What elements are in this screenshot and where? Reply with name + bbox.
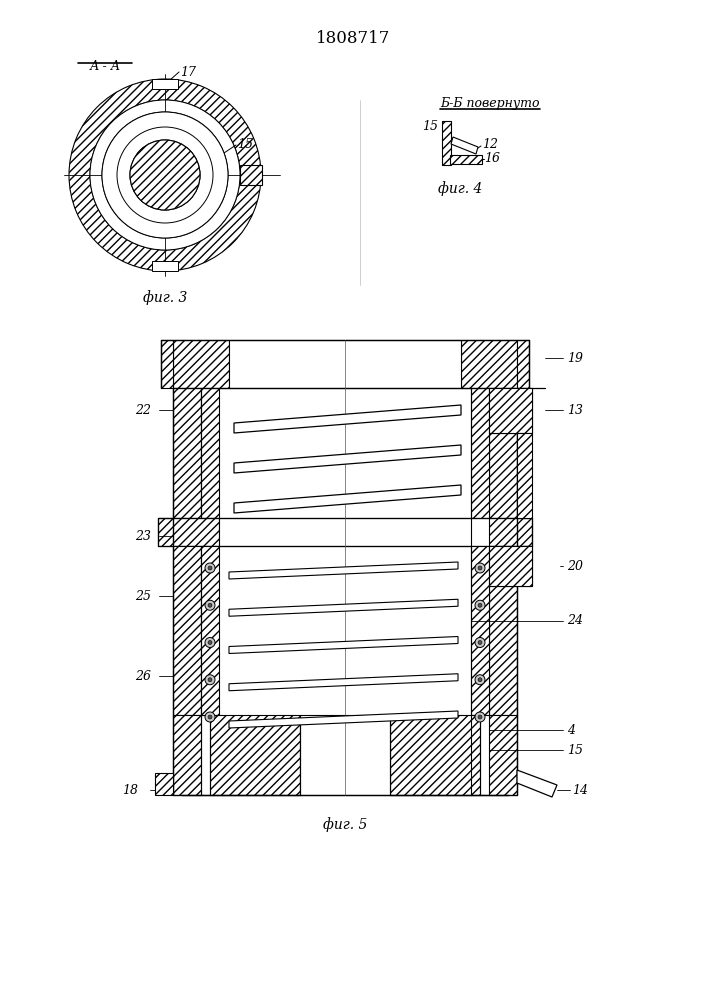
Circle shape bbox=[478, 715, 482, 719]
Text: А - А: А - А bbox=[89, 60, 121, 74]
Bar bbox=[161, 340, 173, 388]
Text: 26: 26 bbox=[135, 670, 151, 682]
Circle shape bbox=[475, 712, 485, 722]
Bar bbox=[442, 121, 451, 165]
Circle shape bbox=[205, 563, 215, 573]
Circle shape bbox=[208, 566, 212, 570]
Bar bbox=[517, 340, 529, 388]
Text: 24: 24 bbox=[567, 614, 583, 628]
Circle shape bbox=[102, 112, 228, 238]
Circle shape bbox=[478, 566, 482, 570]
Circle shape bbox=[475, 675, 485, 685]
Polygon shape bbox=[229, 599, 458, 616]
Bar bbox=[489, 388, 532, 433]
Circle shape bbox=[208, 715, 212, 719]
Circle shape bbox=[478, 678, 482, 682]
Bar bbox=[461, 340, 517, 388]
Circle shape bbox=[208, 641, 212, 645]
Bar bbox=[210, 715, 300, 795]
Text: 25: 25 bbox=[135, 589, 151, 602]
Text: 4: 4 bbox=[567, 724, 575, 736]
Polygon shape bbox=[229, 711, 458, 728]
Bar bbox=[173, 388, 201, 518]
Circle shape bbox=[475, 563, 485, 573]
Bar bbox=[450, 155, 482, 164]
Bar bbox=[173, 546, 201, 715]
Bar bbox=[471, 546, 489, 715]
Bar bbox=[489, 715, 517, 795]
Bar bbox=[517, 433, 532, 518]
Circle shape bbox=[117, 127, 213, 223]
Text: 16: 16 bbox=[484, 151, 500, 164]
Bar bbox=[173, 340, 229, 388]
Text: Б-Б повернуто: Б-Б повернуто bbox=[440, 97, 539, 109]
Bar bbox=[155, 773, 173, 795]
Text: 15: 15 bbox=[422, 120, 438, 133]
Polygon shape bbox=[234, 405, 461, 433]
Bar bbox=[152, 261, 178, 271]
Circle shape bbox=[130, 140, 200, 210]
Polygon shape bbox=[229, 637, 458, 654]
Polygon shape bbox=[229, 674, 458, 691]
Circle shape bbox=[205, 712, 215, 722]
Bar bbox=[219, 388, 471, 518]
Circle shape bbox=[205, 638, 215, 648]
Text: 18: 18 bbox=[122, 784, 138, 796]
Bar bbox=[152, 79, 178, 89]
Polygon shape bbox=[234, 445, 461, 473]
Bar bbox=[158, 518, 219, 546]
Bar bbox=[173, 715, 201, 795]
Circle shape bbox=[478, 603, 482, 607]
Circle shape bbox=[478, 641, 482, 645]
Circle shape bbox=[475, 600, 485, 610]
Bar bbox=[201, 388, 219, 518]
Polygon shape bbox=[517, 770, 557, 797]
Text: 20: 20 bbox=[567, 560, 583, 572]
Bar bbox=[489, 388, 517, 518]
Bar bbox=[471, 388, 489, 518]
Polygon shape bbox=[451, 137, 478, 154]
Text: 12: 12 bbox=[482, 138, 498, 151]
Text: 14: 14 bbox=[572, 784, 588, 796]
Bar bbox=[219, 546, 471, 715]
Circle shape bbox=[90, 100, 240, 250]
Text: 22: 22 bbox=[135, 403, 151, 416]
Bar bbox=[240, 165, 262, 185]
Bar bbox=[390, 715, 480, 795]
Text: 17: 17 bbox=[180, 66, 196, 79]
Circle shape bbox=[130, 140, 200, 210]
Text: 19: 19 bbox=[567, 352, 583, 364]
Bar bbox=[229, 340, 461, 388]
Bar bbox=[489, 518, 532, 546]
Polygon shape bbox=[234, 485, 461, 513]
Text: фиг. 4: фиг. 4 bbox=[438, 181, 482, 196]
Bar bbox=[300, 715, 390, 795]
Bar bbox=[201, 546, 219, 715]
Text: фиг. 5: фиг. 5 bbox=[323, 817, 367, 832]
Text: 15: 15 bbox=[237, 138, 253, 151]
Circle shape bbox=[205, 600, 215, 610]
Text: 15: 15 bbox=[567, 744, 583, 756]
Text: 13: 13 bbox=[567, 403, 583, 416]
Circle shape bbox=[475, 638, 485, 648]
Circle shape bbox=[205, 675, 215, 685]
Text: 23: 23 bbox=[135, 530, 151, 542]
Text: 1808717: 1808717 bbox=[316, 30, 390, 47]
Polygon shape bbox=[229, 562, 458, 579]
Bar bbox=[489, 546, 517, 715]
Circle shape bbox=[208, 678, 212, 682]
Text: фиг. 3: фиг. 3 bbox=[143, 290, 187, 305]
Bar bbox=[489, 546, 532, 586]
Circle shape bbox=[208, 603, 212, 607]
Bar bbox=[219, 518, 471, 546]
